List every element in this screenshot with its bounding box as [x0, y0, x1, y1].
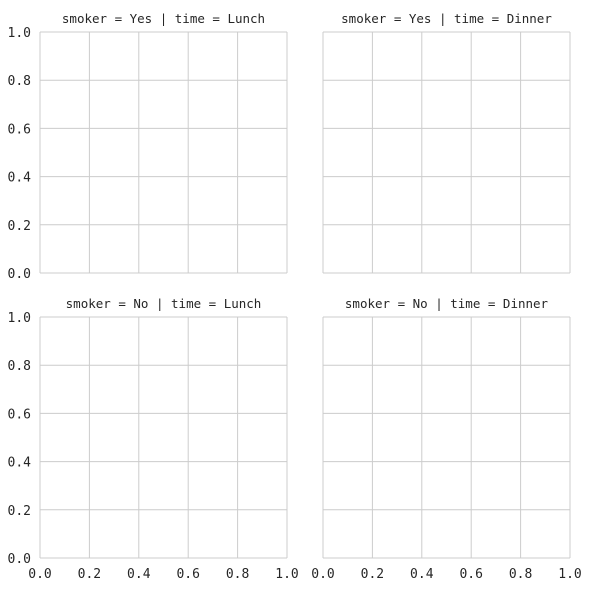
x-tick-label: 0.0	[311, 567, 334, 582]
facet-3: smoker = No | time = Dinner 0.0 0.2 0.4 0.6 0…	[311, 296, 581, 582]
y-tick-label: 1.0	[8, 26, 31, 41]
x-tick-label: 0.4	[410, 567, 434, 582]
y-tick-label: 0.0	[8, 552, 31, 567]
y-tick-label: 1.0	[8, 311, 31, 326]
x-tick-label: 1.0	[275, 567, 298, 582]
y-tick-label: 0.8	[8, 74, 31, 89]
x-tick-label: 1.0	[558, 567, 581, 582]
x-tick-label: 0.4	[127, 567, 151, 582]
x-tick-label: 0.8	[226, 567, 249, 582]
facet-title: smoker = No | time = Dinner	[345, 296, 549, 311]
y-tick-label: 0.8	[8, 359, 31, 374]
y-tick-label: 0.4	[8, 171, 32, 186]
facet-title: smoker = No | time = Lunch	[66, 296, 262, 311]
facet-2: smoker = No | time = Lunch 0.0 0.2 0.4 0.6 0.…	[8, 296, 299, 582]
x-tick-label: 0.6	[459, 567, 482, 582]
x-tick-label: 0.0	[28, 567, 51, 582]
y-tick-label: 0.6	[8, 122, 31, 137]
y-tick-label: 0.2	[8, 219, 31, 234]
facet-title: smoker = Yes | time = Lunch	[62, 11, 265, 26]
y-tick-label: 0.4	[8, 456, 32, 471]
facet-1: smoker = Yes | time = Dinner	[322, 11, 571, 274]
x-tick-label: 0.6	[176, 567, 199, 582]
y-tick-label: 0.2	[8, 504, 31, 519]
y-tick-label: 0.0	[8, 267, 31, 282]
x-tick-label: 0.2	[78, 567, 101, 582]
x-tick-label: 0.2	[361, 567, 384, 582]
y-tick-label: 0.6	[8, 407, 31, 422]
facet-0: smoker = Yes | time = Lunch 0.0 0.2 0.4 0.6 0…	[8, 11, 288, 282]
facet-title: smoker = Yes | time = Dinner	[341, 11, 552, 26]
x-tick-label: 0.8	[509, 567, 532, 582]
